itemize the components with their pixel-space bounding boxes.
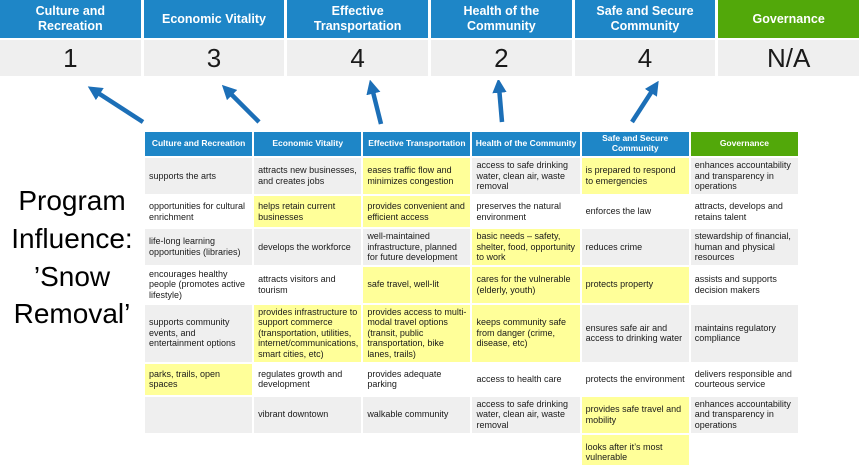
- matrix-cell: safe travel, well-lit: [361, 264, 473, 305]
- program-label-line: Removal’: [13, 298, 131, 330]
- matrix-cell: is prepared to respond to emergencies: [579, 156, 691, 196]
- matrix-cell: cares for the vulnerable (elderly, youth…: [470, 264, 582, 305]
- score-arrows: [87, 80, 659, 125]
- matrix-cell: life-long learning opportunities (librar…: [142, 227, 255, 267]
- scoreboard-column-safe-and-secure-community: Safe and Secure Community 4: [574, 0, 716, 76]
- scoreboard-header-safe-and-secure-community: Safe and Secure Community: [574, 0, 716, 38]
- arrow-transportation-icon: [366, 80, 384, 125]
- matrix-header-safe-and-secure-community: Safe and Secure Community: [579, 130, 691, 158]
- matrix-cell: assists and supports decision makers: [688, 264, 801, 305]
- matrix-cell: enhances accountability and transparency…: [688, 394, 801, 435]
- matrix-row: vibrant downtown walkable community acce…: [142, 394, 801, 435]
- matrix-row: opportunities for cultural enrichment he…: [142, 194, 801, 229]
- matrix-cell: eases traffic flow and minimizes congest…: [361, 156, 473, 196]
- matrix-cell: encourages healthy people (promotes acti…: [142, 264, 255, 305]
- matrix-cell: maintains regulatory compliance: [688, 302, 801, 364]
- scoreboard-header-effective-transportation: Effective Transportation: [287, 0, 428, 38]
- matrix-cell: protects the environment: [579, 361, 691, 397]
- matrix-cell: attracts visitors and tourism: [252, 264, 364, 305]
- matrix-cell: helps retain current businesses: [252, 194, 364, 229]
- arrow-safe-icon: [630, 80, 659, 124]
- program-label-line: ’Snow: [33, 260, 111, 292]
- matrix-cell: [361, 432, 473, 465]
- scoreboard-score-health-of-the-community: 2: [431, 40, 572, 76]
- matrix-cell: develops the workforce: [252, 227, 364, 267]
- matrix-row: looks after it’s most vulnerable: [142, 432, 801, 465]
- matrix-header-health-of-the-community: Health of the Community: [470, 130, 582, 158]
- matrix-row: parks, trails, open spaces regulates gro…: [142, 361, 801, 397]
- scoreboard-score-governance: N/A: [718, 40, 859, 76]
- scoreboard-column-culture-and-recreation: Culture and Recreation 1: [0, 0, 141, 76]
- matrix-cell: walkable community: [361, 394, 473, 435]
- matrix-header-economic-vitality: Economic Vitality: [252, 130, 364, 158]
- matrix-cell: delivers responsible and courteous servi…: [688, 361, 801, 397]
- scoreboard-column-economic-vitality: Economic Vitality 3: [143, 0, 285, 76]
- arrow-economic-icon: [221, 84, 261, 124]
- matrix-cell: looks after it’s most vulnerable: [579, 432, 691, 465]
- scoreboard-column-health-of-the-community: Health of the Community 2: [431, 0, 572, 76]
- matrix-header-effective-transportation: Effective Transportation: [361, 130, 473, 158]
- matrix-cell: [470, 432, 582, 465]
- matrix-cell: [142, 432, 255, 465]
- matrix-cell: provides adequate parking: [361, 361, 473, 397]
- matrix-cell: stewardship of financial, human and phys…: [688, 227, 801, 267]
- program-influence-label: Program Influence: ’Snow Removal’: [2, 182, 142, 333]
- scoreboard-score-economic-vitality: 3: [143, 40, 285, 76]
- scoreboard-header-health-of-the-community: Health of the Community: [431, 0, 572, 38]
- matrix-cell: opportunities for cultural enrichment: [142, 194, 255, 229]
- matrix-cell: provides safe travel and mobility: [579, 394, 691, 435]
- matrix-cell: attracts, develops and retains talent: [688, 194, 801, 229]
- arrow-health-icon: [492, 80, 507, 123]
- matrix-header-governance: Governance: [688, 130, 801, 158]
- influence-matrix: Culture and Recreation Economic Vitality…: [142, 130, 801, 465]
- matrix-row: encourages healthy people (promotes acti…: [142, 264, 801, 305]
- matrix-cell: reduces crime: [579, 227, 691, 267]
- matrix-cell: protects property: [579, 264, 691, 305]
- program-label-line: Influence:: [11, 222, 133, 254]
- matrix-cell: provides infrastructure to support comme…: [252, 302, 364, 364]
- matrix-cell: supports community events, and entertain…: [142, 302, 255, 364]
- matrix-cell: provides access to multi-modal travel op…: [361, 302, 473, 364]
- matrix-cell: access to health care: [470, 361, 582, 397]
- matrix-cell: keeps community safe from danger (crime,…: [470, 302, 582, 364]
- matrix-cell: [252, 432, 364, 465]
- matrix-cell: preserves the natural environment: [470, 194, 582, 229]
- matrix-cell: attracts new businesses, and creates job…: [252, 156, 364, 196]
- matrix-cell: vibrant downtown: [252, 394, 364, 435]
- matrix-cell: enforces the law: [579, 194, 691, 229]
- program-label-line: Program: [18, 185, 126, 216]
- matrix-cell: [688, 432, 801, 465]
- matrix-cell: enhances accountability and transparency…: [688, 156, 801, 196]
- matrix-header-culture-and-recreation: Culture and Recreation: [142, 130, 255, 158]
- matrix-cell: regulates growth and development: [252, 361, 364, 397]
- scoreboard-header-culture-and-recreation: Culture and Recreation: [0, 0, 141, 38]
- scoreboard-column-governance: Governance N/A: [718, 0, 859, 76]
- matrix-row: supports community events, and entertain…: [142, 302, 801, 364]
- matrix-row: life-long learning opportunities (librar…: [142, 227, 801, 267]
- arrow-culture-icon: [87, 86, 145, 124]
- scoreboard-score-culture-and-recreation: 1: [0, 40, 141, 76]
- scoreboard-score-effective-transportation: 4: [287, 40, 428, 76]
- matrix-cell: access to safe drinking water, clean air…: [470, 156, 582, 196]
- scoreboard-column-effective-transportation: Effective Transportation 4: [287, 0, 428, 76]
- matrix-header-row: Culture and Recreation Economic Vitality…: [142, 130, 801, 158]
- matrix-cell: basic needs – safety, shelter, food, opp…: [470, 227, 582, 267]
- matrix-cell: provides convenient and efficient access: [361, 194, 473, 229]
- scoreboard-score-safe-and-secure-community: 4: [574, 40, 716, 76]
- matrix-row: supports the arts attracts new businesse…: [142, 156, 801, 196]
- matrix-cell: well-maintained infrastructure, planned …: [361, 227, 473, 267]
- matrix-cell: [142, 394, 255, 435]
- matrix-cell: access to safe drinking water, clean air…: [470, 394, 582, 435]
- scoreboard: Culture and Recreation 1 Economic Vitali…: [0, 0, 859, 76]
- matrix-cell: parks, trails, open spaces: [142, 361, 255, 397]
- matrix-cell: ensures safe air and access to drinking …: [579, 302, 691, 364]
- matrix-cell: supports the arts: [142, 156, 255, 196]
- scoreboard-header-governance: Governance: [718, 0, 859, 38]
- scoreboard-header-economic-vitality: Economic Vitality: [143, 0, 285, 38]
